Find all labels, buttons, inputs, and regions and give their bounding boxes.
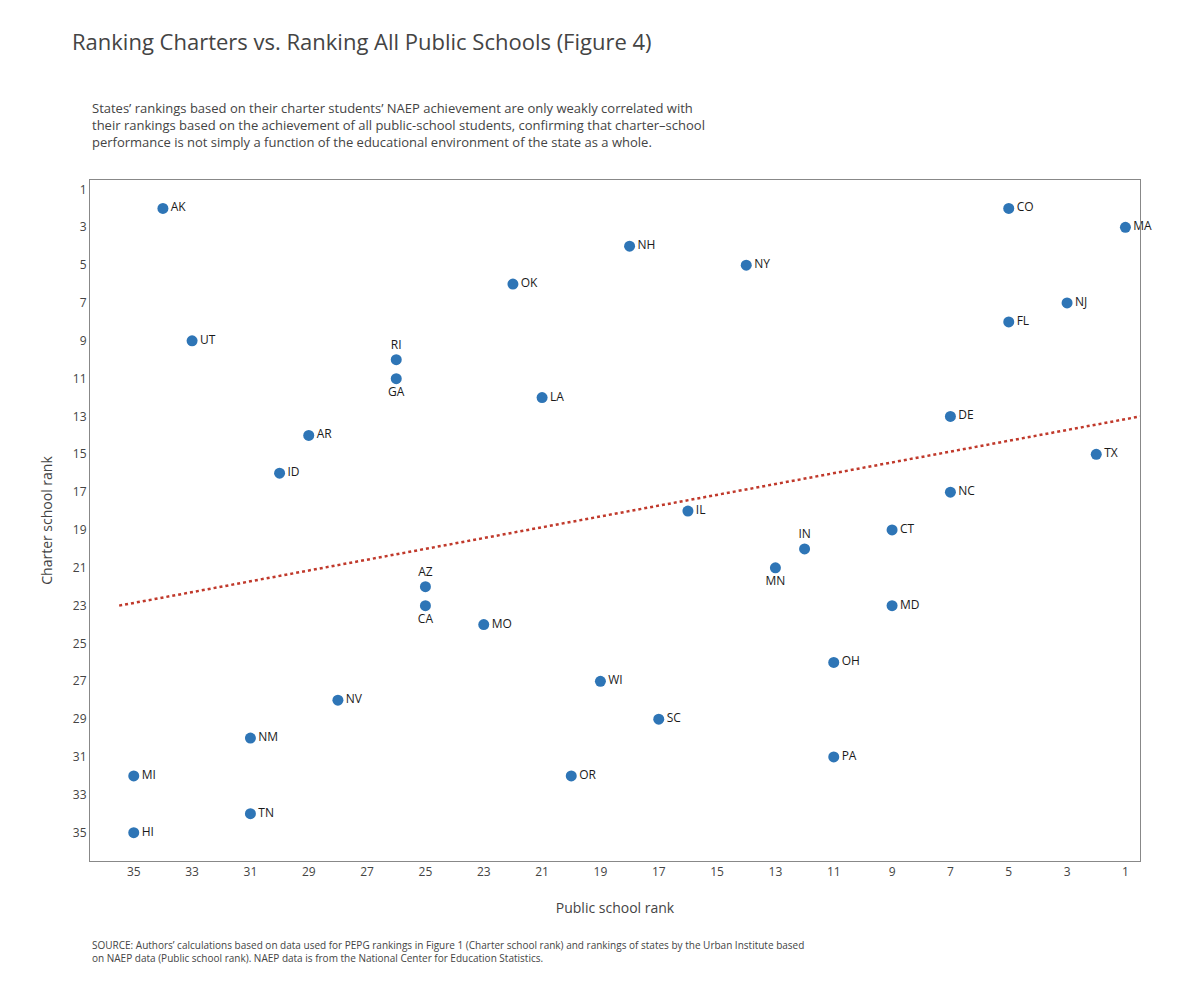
svg-text:29: 29 — [302, 863, 316, 880]
svg-text:IN: IN — [798, 525, 810, 542]
svg-text:7: 7 — [80, 294, 87, 311]
svg-text:TX: TX — [1104, 444, 1118, 461]
svg-text:NY: NY — [754, 255, 770, 272]
svg-text:11: 11 — [827, 863, 841, 880]
svg-text:FL: FL — [1017, 312, 1029, 329]
svg-text:MO: MO — [492, 615, 512, 632]
svg-text:NM: NM — [258, 728, 278, 745]
svg-text:HI: HI — [142, 823, 154, 840]
svg-text:GA: GA — [388, 383, 405, 400]
svg-text:23: 23 — [477, 863, 491, 880]
svg-text:CO: CO — [1017, 198, 1034, 215]
svg-text:33: 33 — [73, 786, 87, 803]
svg-text:13: 13 — [73, 408, 87, 425]
svg-text:OH: OH — [842, 652, 860, 669]
svg-text:NJ: NJ — [1075, 293, 1087, 310]
svg-text:MD: MD — [900, 596, 920, 613]
svg-text:States’ rankings based on thei: States’ rankings based on their charter … — [92, 99, 705, 151]
svg-text:31: 31 — [244, 863, 258, 880]
svg-text:WI: WI — [608, 671, 622, 688]
svg-text:19: 19 — [594, 863, 608, 880]
svg-text:25: 25 — [419, 863, 433, 880]
svg-text:5: 5 — [1005, 863, 1012, 880]
svg-text:15: 15 — [73, 445, 87, 462]
svg-text:MN: MN — [766, 572, 786, 589]
svg-text:31: 31 — [73, 748, 87, 765]
svg-text:Charter school rank: Charter school rank — [37, 456, 56, 585]
svg-text:3: 3 — [1064, 863, 1071, 880]
svg-text:1: 1 — [80, 181, 87, 198]
svg-text:MA: MA — [1133, 217, 1152, 234]
svg-text:NH: NH — [637, 236, 655, 253]
svg-text:11: 11 — [73, 370, 87, 387]
svg-text:3: 3 — [80, 218, 87, 235]
svg-text:5: 5 — [80, 256, 87, 273]
svg-text:9: 9 — [80, 332, 87, 349]
svg-text:AR: AR — [317, 425, 333, 442]
svg-text:27: 27 — [360, 863, 374, 880]
svg-text:IL: IL — [696, 501, 706, 518]
svg-text:9: 9 — [889, 863, 896, 880]
svg-text:1: 1 — [1122, 863, 1129, 880]
svg-text:ID: ID — [287, 463, 299, 480]
svg-text:35: 35 — [127, 863, 141, 880]
svg-text:7: 7 — [947, 863, 954, 880]
svg-text:DE: DE — [958, 406, 973, 423]
svg-text:PA: PA — [842, 747, 857, 764]
svg-text:TN: TN — [258, 804, 274, 821]
svg-text:17: 17 — [652, 863, 666, 880]
svg-text:MI: MI — [142, 766, 156, 783]
svg-text:35: 35 — [73, 824, 87, 841]
svg-text:23: 23 — [73, 597, 87, 614]
svg-text:21: 21 — [535, 863, 549, 880]
svg-text:29: 29 — [73, 710, 87, 727]
svg-text:RI: RI — [391, 336, 402, 353]
svg-text:27: 27 — [73, 672, 87, 689]
svg-text:OR: OR — [579, 766, 596, 783]
svg-text:19: 19 — [73, 521, 87, 538]
svg-text:SC: SC — [667, 709, 682, 726]
svg-text:SOURCE: Authors’ calculations: SOURCE: Authors’ calculations based on d… — [92, 938, 804, 965]
svg-text:17: 17 — [73, 483, 87, 500]
svg-text:AK: AK — [171, 198, 187, 215]
svg-text:LA: LA — [550, 388, 564, 405]
svg-text:33: 33 — [185, 863, 199, 880]
svg-text:AZ: AZ — [418, 563, 433, 580]
svg-text:Ranking Charters vs. Ranking A: Ranking Charters vs. Ranking All Public … — [72, 26, 652, 56]
svg-text:CA: CA — [418, 610, 434, 627]
svg-text:13: 13 — [769, 863, 783, 880]
svg-text:UT: UT — [200, 331, 216, 348]
svg-text:21: 21 — [73, 559, 87, 576]
svg-text:NV: NV — [346, 690, 363, 707]
svg-text:OK: OK — [521, 274, 538, 291]
svg-text:NC: NC — [958, 482, 975, 499]
svg-text:15: 15 — [710, 863, 724, 880]
svg-text:Public school rank: Public school rank — [556, 898, 675, 917]
svg-text:25: 25 — [73, 635, 87, 652]
svg-text:CT: CT — [900, 520, 915, 537]
